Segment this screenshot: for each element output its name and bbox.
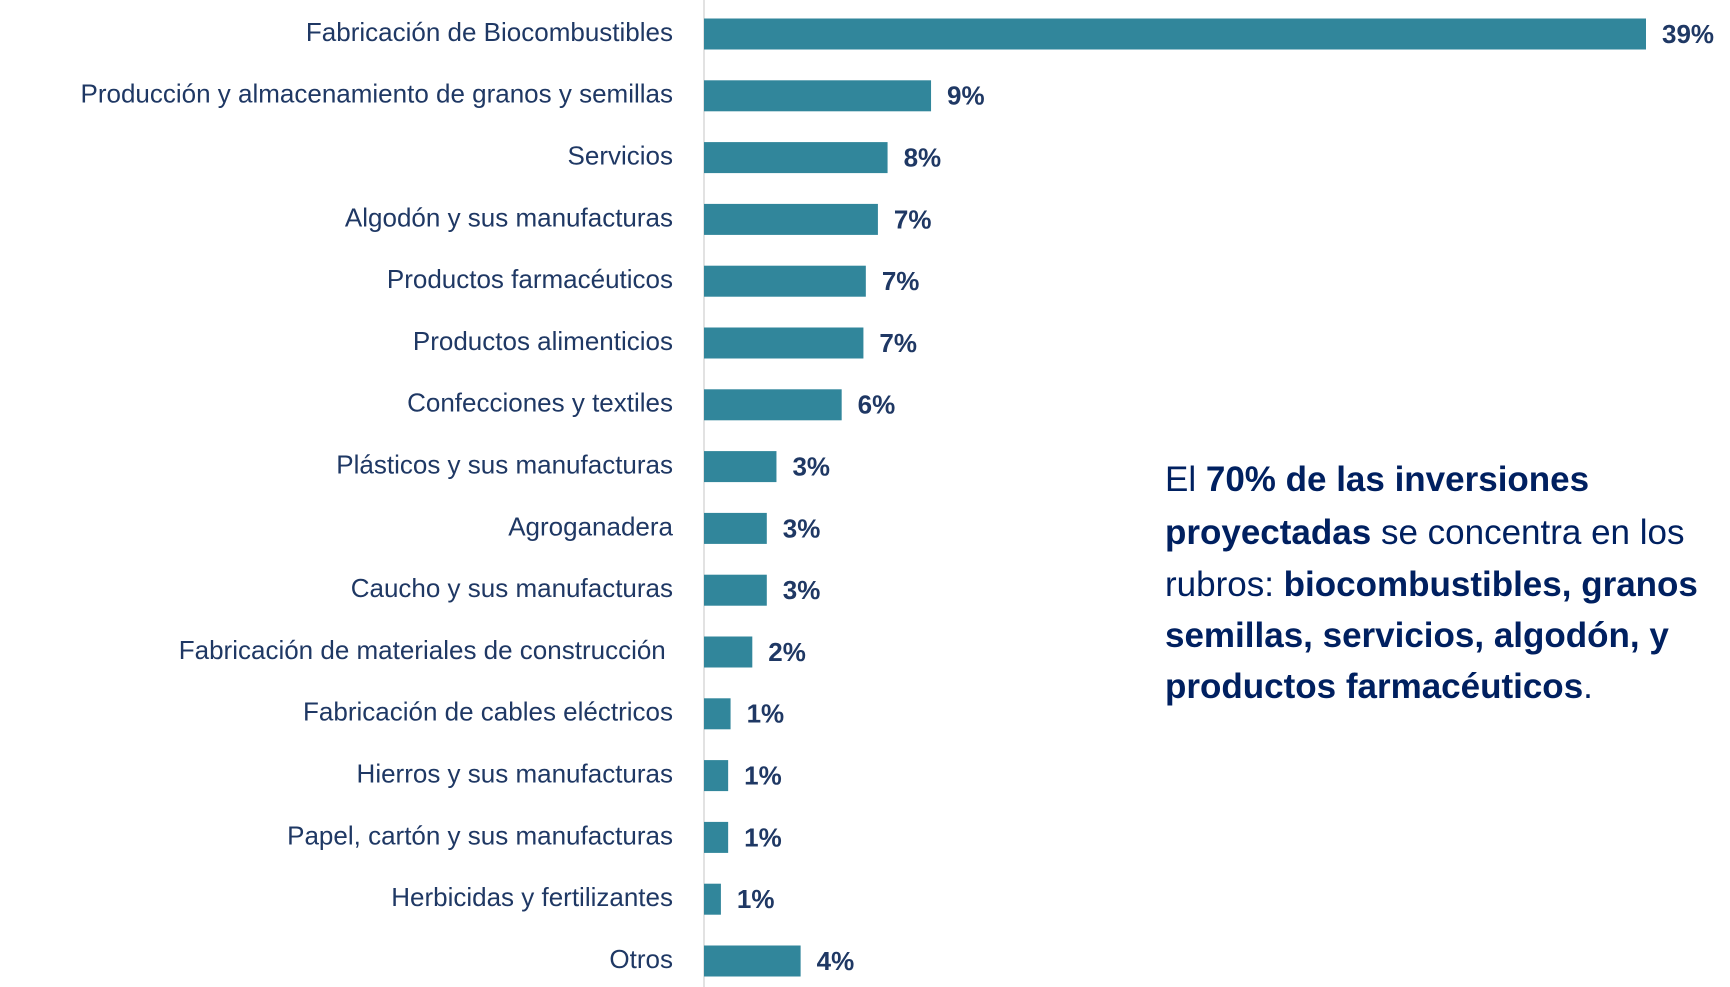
value-label: 1% — [737, 884, 775, 914]
value-label: 7% — [882, 266, 920, 296]
category-label: Hierros y sus manufacturas — [357, 758, 673, 788]
value-label: 8% — [904, 142, 942, 172]
category-label: Productos alimenticios — [413, 326, 673, 356]
value-label: 3% — [792, 451, 830, 481]
bar — [704, 203, 878, 235]
category-label: Fabricación de materiales de construcció… — [179, 635, 673, 665]
category-label: Agroganadera — [508, 511, 673, 541]
value-label: 2% — [768, 637, 806, 667]
value-label: 9% — [947, 81, 985, 111]
annotation-run: se concentra en los — [1371, 513, 1684, 552]
value-label: 3% — [783, 513, 821, 543]
category-label: Otros — [609, 944, 673, 974]
bar — [704, 760, 729, 792]
annotation-run: biocombustibles, granos — [1284, 565, 1698, 604]
annotation-run: rubros: — [1165, 565, 1284, 604]
annotation-line: semillas, servicios, algodón, y — [1165, 616, 1669, 655]
category-label: Producción y almacenamiento de granos y … — [80, 79, 673, 109]
bar — [704, 512, 767, 544]
bar — [704, 574, 767, 606]
value-label: 3% — [783, 575, 821, 605]
category-label: Herbicidas y fertilizantes — [391, 882, 673, 912]
bar — [704, 451, 777, 483]
annotation-run: . — [1583, 667, 1593, 706]
category-label: Algodón y sus manufacturas — [345, 202, 673, 232]
bar — [704, 945, 801, 977]
value-label: 39% — [1662, 19, 1714, 49]
value-label: 1% — [747, 699, 785, 729]
bar — [704, 18, 1646, 50]
annotation-run: productos farmacéuticos — [1165, 667, 1583, 706]
annotation-line: proyectadas se concentra en los — [1165, 513, 1684, 552]
category-label: Productos farmacéuticos — [387, 264, 673, 294]
value-label: 6% — [858, 390, 896, 420]
bar — [704, 142, 888, 174]
bar — [704, 389, 842, 421]
bar — [704, 883, 721, 915]
value-label: 1% — [744, 760, 782, 790]
category-label: Plásticos y sus manufacturas — [336, 449, 673, 479]
bar — [704, 327, 864, 359]
category-label: Papel, cartón y sus manufacturas — [287, 820, 673, 850]
category-label: Caucho y sus manufacturas — [351, 573, 673, 603]
annotation-line: rubros: biocombustibles, granos — [1165, 565, 1698, 604]
annotation-line: El 70% de las inversiones — [1165, 460, 1589, 499]
bar — [704, 80, 932, 112]
bar — [704, 698, 731, 730]
category-label: Confecciones y textiles — [407, 388, 673, 418]
annotation-run: proyectadas — [1165, 513, 1371, 552]
annotation-line: productos farmacéuticos. — [1165, 667, 1593, 706]
category-label: Servicios — [568, 140, 673, 170]
bar — [704, 636, 753, 668]
value-label: 4% — [817, 946, 855, 976]
annotation-run: semillas, servicios, algodón, y — [1165, 616, 1669, 655]
value-label: 1% — [744, 822, 782, 852]
bar — [704, 265, 866, 297]
value-label: 7% — [894, 204, 932, 234]
annotation-run: 70% de las inversiones — [1206, 460, 1589, 499]
category-label: Fabricación de Biocombustibles — [306, 17, 673, 47]
value-label: 7% — [879, 328, 917, 358]
bar — [704, 821, 729, 853]
category-label: Fabricación de cables eléctricos — [303, 697, 673, 727]
annotation-run: El — [1165, 460, 1206, 499]
